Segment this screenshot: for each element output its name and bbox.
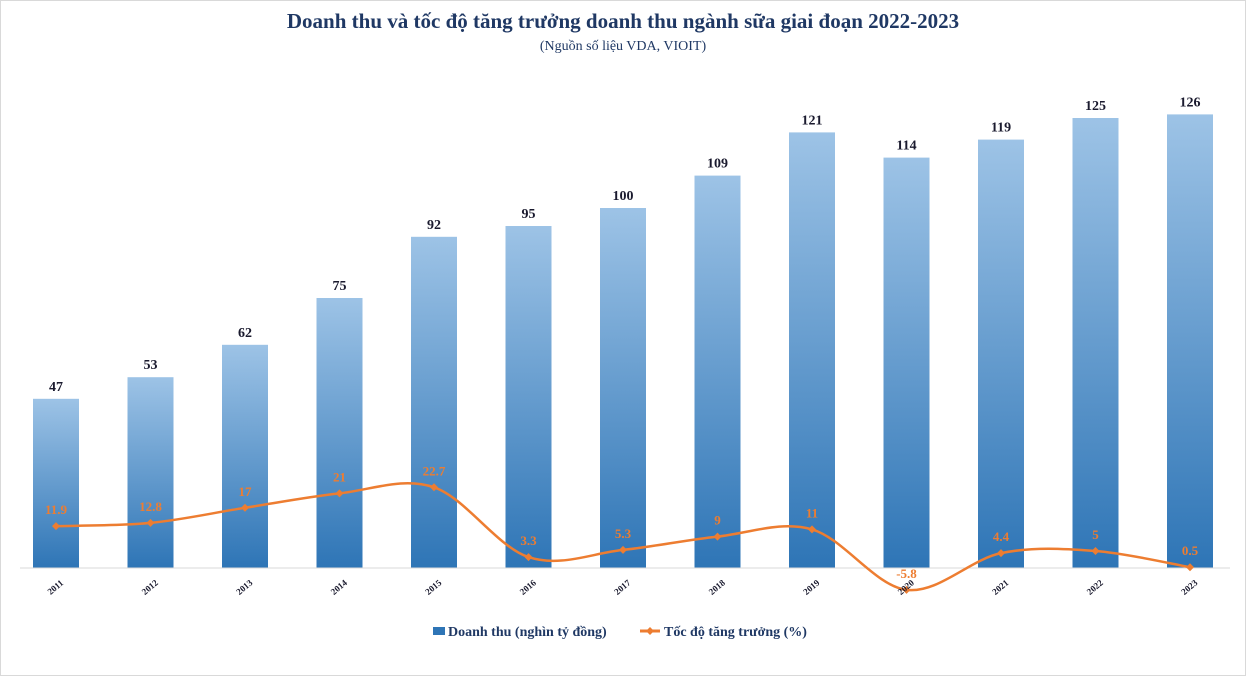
bar-2016: [505, 226, 552, 568]
bar-2017: [600, 208, 646, 568]
growth-value-label: 5: [1092, 527, 1099, 542]
growth-value-label: 4.4: [993, 529, 1010, 544]
growth-point-2020: [902, 585, 911, 594]
growth-point-2016: [524, 553, 533, 562]
bar-value-label: 114: [896, 139, 916, 154]
bar-value-label: 119: [991, 121, 1011, 136]
legend-line-marker: [646, 627, 654, 635]
growth-value-label: 5.3: [615, 526, 632, 541]
bar-value-label: 121: [802, 113, 823, 128]
bar-2015: [411, 236, 457, 569]
chart-subtitle: (Nguồn số liệu VDA, VIOIT): [540, 39, 707, 54]
chart-title: Doanh thu và tốc độ tăng trưởng doanh th…: [287, 9, 959, 33]
bar-value-label: 95: [522, 207, 536, 222]
growth-value-label: 12.8: [139, 499, 162, 514]
bar-value-label: 100: [613, 189, 634, 204]
growth-point-2018: [713, 532, 722, 541]
growth-point-2014: [335, 489, 344, 498]
growth-point-2012: [146, 518, 155, 527]
growth-point-2017: [619, 545, 627, 554]
bar-2023: [1167, 114, 1213, 569]
growth-point-2015: [430, 483, 438, 492]
growth-value-label: -5.8: [896, 566, 917, 581]
growth-value-label: 17: [239, 484, 253, 499]
growth-value-label: 11: [806, 505, 818, 520]
bar-2018: [694, 175, 741, 568]
legend-line-label: Tốc độ tăng trưởng (%): [664, 625, 807, 640]
growth-point-2023: [1186, 563, 1194, 572]
bar-value-label: 92: [427, 218, 441, 233]
growth-point-2022: [1091, 547, 1100, 555]
line-layer: 11.9 12.8 17 21 22.7 3.3 5.3 9 11 -5.8 4.4 5 0.5: [45, 463, 1199, 594]
legend-bar-label: Doanh thu (nghìn tỷ đồng): [448, 625, 607, 640]
bar-value-label: 47: [49, 380, 63, 395]
legend-bar-swatch: [433, 627, 445, 635]
growth-value-label: 3.3: [520, 533, 537, 548]
bar-2013: [222, 344, 268, 568]
growth-point-2019: [808, 525, 816, 534]
bar-value-label: 62: [238, 326, 252, 341]
bar-value-label: 125: [1085, 99, 1106, 114]
bar-value-label: 109: [707, 157, 728, 172]
growth-point-2021: [997, 549, 1005, 558]
bar-value-label: 53: [144, 358, 158, 373]
growth-value-label: 22.7: [423, 463, 446, 478]
bar-2012: [127, 377, 174, 568]
bar-2021: [978, 139, 1024, 568]
growth-value-label: 21: [333, 469, 346, 484]
growth-value-label: 11.9: [45, 502, 68, 517]
growth-value-label: 9: [714, 513, 721, 528]
growth-value-label: 0.5: [1182, 543, 1199, 558]
growth-point-2011: [52, 522, 60, 531]
bar-value-label: 75: [333, 279, 347, 294]
bar-2022: [1072, 118, 1119, 568]
legend: Doanh thu (nghìn tỷ đồng) Tốc độ tăng tr…: [433, 625, 807, 640]
growth-point-2013: [241, 503, 249, 512]
bar-2020: [883, 157, 930, 568]
bar-2014: [316, 298, 363, 568]
bar-2011: [33, 398, 79, 568]
bar-value-label: 126: [1180, 95, 1201, 110]
bar-2019: [789, 132, 835, 568]
